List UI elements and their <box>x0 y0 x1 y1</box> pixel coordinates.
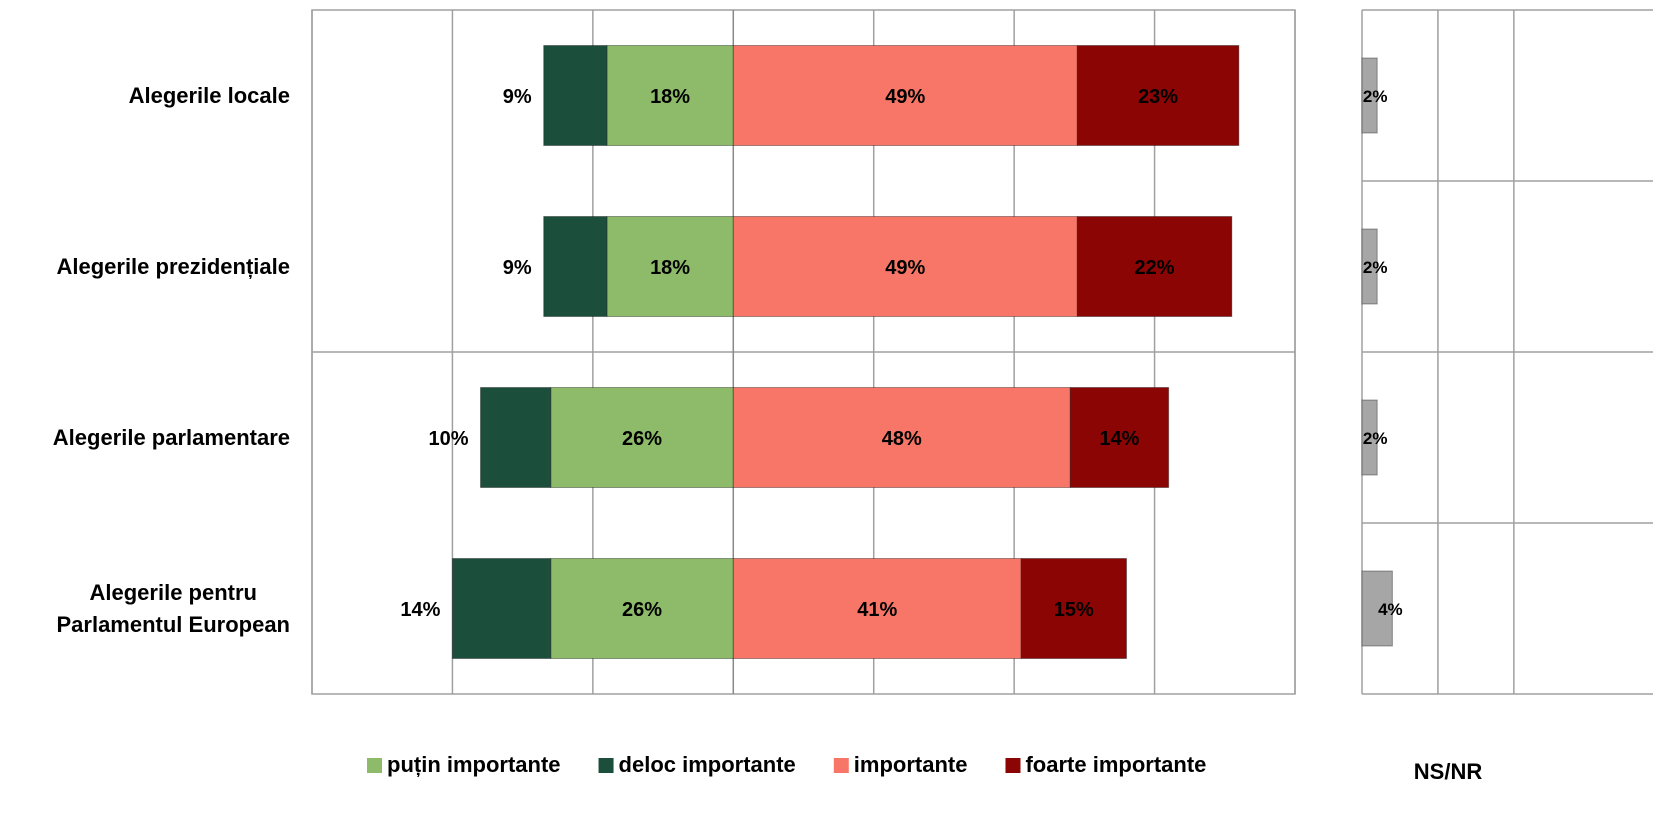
value-label: 26% <box>622 428 662 450</box>
bar <box>732 216 1078 317</box>
legend-swatch <box>598 758 614 773</box>
legend-label: foarte importante <box>1025 752 1206 777</box>
value-label: 10% <box>428 428 468 450</box>
value-label: 49% <box>885 86 925 108</box>
value-label: 2% <box>1363 258 1388 277</box>
bar <box>451 558 552 659</box>
bar <box>480 387 552 488</box>
value-label: 15% <box>1054 599 1094 621</box>
bar <box>543 216 608 317</box>
value-label: 23% <box>1138 86 1178 108</box>
bar <box>1076 45 1240 146</box>
value-label: 22% <box>1135 257 1175 279</box>
category-label: Alegerile prezidențiale <box>56 253 290 279</box>
bar <box>732 45 1078 146</box>
value-label: 9% <box>503 257 532 279</box>
bar <box>1020 558 1127 659</box>
value-label: 14% <box>1099 428 1139 450</box>
category-label: Alegerile locale <box>128 82 290 108</box>
bar <box>1361 570 1393 647</box>
bar <box>543 45 608 146</box>
value-label: 26% <box>622 599 662 621</box>
value-label: 14% <box>400 599 440 621</box>
bar <box>1361 399 1378 476</box>
legend-swatch <box>367 758 382 773</box>
legend-label: deloc importante <box>619 752 796 777</box>
value-label: 2% <box>1363 429 1388 448</box>
bar <box>1361 57 1378 134</box>
value-label: 48% <box>882 428 922 450</box>
value-label: 49% <box>885 257 925 279</box>
bar <box>550 558 734 659</box>
legend-label: puțin importante <box>387 752 561 777</box>
value-label: 9% <box>503 86 532 108</box>
legend-label: importante <box>854 752 968 777</box>
bar <box>732 387 1071 488</box>
bar <box>732 558 1022 659</box>
panel-title: NS/NR <box>1414 759 1483 784</box>
value-label: 4% <box>1378 600 1403 619</box>
bar <box>1076 216 1233 317</box>
bar <box>1069 387 1170 488</box>
bar <box>1361 228 1378 305</box>
category-label: Alegerile pentru Parlamentul European <box>56 579 290 637</box>
legend-swatch <box>833 758 849 773</box>
value-label: 18% <box>650 257 690 279</box>
value-label: 2% <box>1363 87 1388 106</box>
bar <box>550 387 734 488</box>
value-label: 18% <box>650 86 690 108</box>
category-label: Alegerile parlamentare <box>52 424 290 450</box>
bar <box>606 45 734 146</box>
value-label: 41% <box>857 599 897 621</box>
legend-swatch <box>1005 758 1021 773</box>
